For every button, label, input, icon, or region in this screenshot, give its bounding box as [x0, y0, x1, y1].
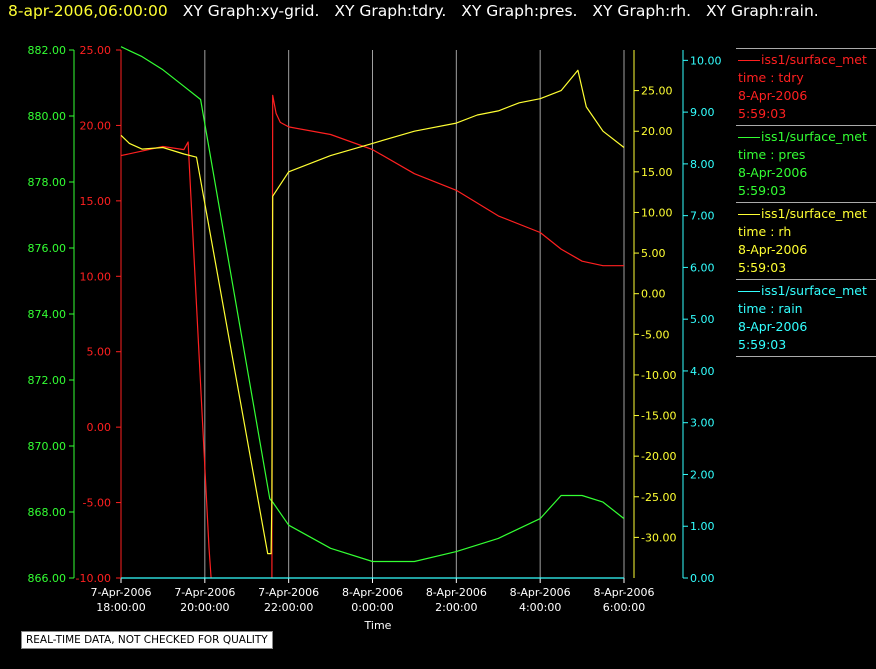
legend-series-name: iss1/surface_met: [761, 283, 867, 298]
y-tick-label-rain: 5.00: [690, 313, 715, 326]
y-tick-label-rain: 0.00: [690, 572, 715, 585]
y-tick-label-pres: 882.00: [28, 44, 67, 57]
graph-title-rh: XY Graph:rh.: [592, 2, 692, 20]
legend-series-name: iss1/surface_met: [761, 129, 867, 144]
graph-timestamp: 8-apr-2006,06:00:00: [8, 2, 168, 20]
y-tick-label-tdry: -5.00: [83, 497, 111, 510]
legend-variable: time : rain: [738, 301, 803, 316]
graph-title-rain: XY Graph:rain.: [706, 2, 819, 20]
legend: iss1/surface_met time : tdry 8-Apr-2006 …: [736, 48, 876, 357]
x-tick-label: 8-Apr-2006: [510, 586, 571, 599]
legend-series-name: iss1/surface_met: [761, 206, 867, 221]
y-tick-label-rain: 4.00: [690, 365, 715, 378]
x-tick-label: 8-Apr-2006: [593, 586, 654, 599]
series-line-pres: [120, 46, 625, 563]
title-bar: 8-apr-2006,06:00:00 XY Graph:xy-grid. XY…: [8, 2, 819, 20]
legend-entry-pres[interactable]: iss1/surface_met time : pres 8-Apr-2006 …: [736, 125, 876, 202]
y-tick-label-rh: 5.00: [641, 247, 666, 260]
x-tick-label: 7-Apr-2006: [174, 586, 235, 599]
graph-title-tdry: XY Graph:tdry.: [334, 2, 447, 20]
x-tick-label: 0:00:00: [351, 601, 393, 614]
y-tick-label-rain: 1.00: [690, 520, 715, 533]
graph-title-xy-grid: XY Graph:xy-grid.: [182, 2, 320, 20]
legend-time: 5:59:03: [738, 183, 787, 198]
y-tick-label-rh: -20.00: [641, 450, 676, 463]
y-tick-label-pres: 866.00: [28, 572, 67, 585]
x-tick-label: 20:00:00: [180, 601, 229, 614]
y-tick-label-pres: 880.00: [28, 110, 67, 123]
y-tick-label-rain: 8.00: [690, 158, 715, 171]
legend-time: 5:59:03: [738, 337, 787, 352]
y-tick-label-tdry: 25.00: [80, 44, 112, 57]
legend-swatch: [738, 291, 760, 292]
legend-variable: time : rh: [738, 224, 792, 239]
y-tick-label-rain: 6.00: [690, 261, 715, 274]
x-axis-title: Time: [364, 619, 392, 632]
y-tick-label-rh: -10.00: [641, 369, 676, 382]
y-tick-label-tdry: 10.00: [80, 270, 112, 283]
legend-date: 8-Apr-2006: [738, 242, 808, 257]
y-tick-label-pres: 870.00: [28, 440, 67, 453]
legend-entry-rain[interactable]: iss1/surface_met time : rain 8-Apr-2006 …: [736, 279, 876, 357]
legend-time: 5:59:03: [738, 106, 787, 121]
x-tick-label: 4:00:00: [519, 601, 561, 614]
y-tick-label-rh: 10.00: [641, 206, 673, 219]
x-tick-label: 22:00:00: [264, 601, 313, 614]
x-tick-label: 18:00:00: [96, 601, 145, 614]
x-tick-label: 2:00:00: [435, 601, 477, 614]
x-tick-label: 7-Apr-2006: [258, 586, 319, 599]
y-tick-label-pres: 874.00: [28, 308, 67, 321]
y-tick-label-rh: 25.00: [641, 85, 673, 98]
quality-disclaimer: REAL-TIME DATA, NOT CHECKED FOR QUALITY: [21, 631, 273, 649]
legend-date: 8-Apr-2006: [738, 319, 808, 334]
series-line-tdry: [271, 94, 624, 579]
y-tick-label-rain: 2.00: [690, 468, 715, 481]
y-tick-label-rain: 9.00: [690, 106, 715, 119]
y-tick-label-rh: -25.00: [641, 491, 676, 504]
y-tick-label-rh: -5.00: [641, 328, 669, 341]
y-tick-label-tdry: -10.00: [76, 572, 111, 585]
legend-series-name: iss1/surface_met: [761, 52, 867, 67]
y-tick-label-rh: 20.00: [641, 125, 673, 138]
y-tick-label-tdry: 0.00: [87, 421, 112, 434]
y-tick-label-rh: 15.00: [641, 166, 673, 179]
graph-title-pres: XY Graph:pres.: [461, 2, 578, 20]
legend-swatch: [738, 214, 760, 215]
y-tick-label-tdry: 15.00: [80, 195, 112, 208]
legend-swatch: [738, 137, 760, 138]
legend-entry-tdry[interactable]: iss1/surface_met time : tdry 8-Apr-2006 …: [736, 48, 876, 125]
y-tick-label-rain: 3.00: [690, 417, 715, 430]
legend-time: 5:59:03: [738, 260, 787, 275]
y-tick-label-rh: -15.00: [641, 410, 676, 423]
legend-variable: time : pres: [738, 147, 806, 162]
x-tick-label: 8-Apr-2006: [342, 586, 403, 599]
x-tick-label: 6:00:00: [603, 601, 645, 614]
legend-entry-rh[interactable]: iss1/surface_met time : rh 8-Apr-2006 5:…: [736, 202, 876, 279]
y-tick-label-pres: 868.00: [28, 506, 67, 519]
legend-variable: time : tdry: [738, 70, 804, 85]
y-tick-label-pres: 876.00: [28, 242, 67, 255]
x-tick-label: 8-Apr-2006: [426, 586, 487, 599]
series-line-rh: [120, 69, 625, 555]
y-tick-label-rain: 7.00: [690, 210, 715, 223]
y-tick-label-rain: 10.00: [690, 54, 722, 67]
legend-date: 8-Apr-2006: [738, 165, 808, 180]
legend-date: 8-Apr-2006: [738, 88, 808, 103]
y-tick-label-rh: 0.00: [641, 288, 666, 301]
y-tick-label-pres: 872.00: [28, 374, 67, 387]
legend-swatch: [738, 60, 760, 61]
y-tick-label-pres: 878.00: [28, 176, 67, 189]
y-tick-label-tdry: 20.00: [80, 119, 112, 132]
y-tick-label-rh: -30.00: [641, 531, 676, 544]
x-tick-label: 7-Apr-2006: [90, 586, 151, 599]
y-tick-label-tdry: 5.00: [87, 346, 112, 359]
series-line-tdry: [120, 141, 212, 579]
